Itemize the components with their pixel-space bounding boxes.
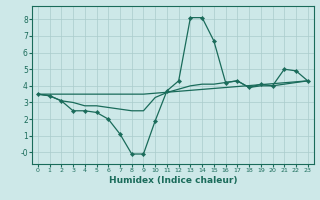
X-axis label: Humidex (Indice chaleur): Humidex (Indice chaleur) — [108, 176, 237, 185]
